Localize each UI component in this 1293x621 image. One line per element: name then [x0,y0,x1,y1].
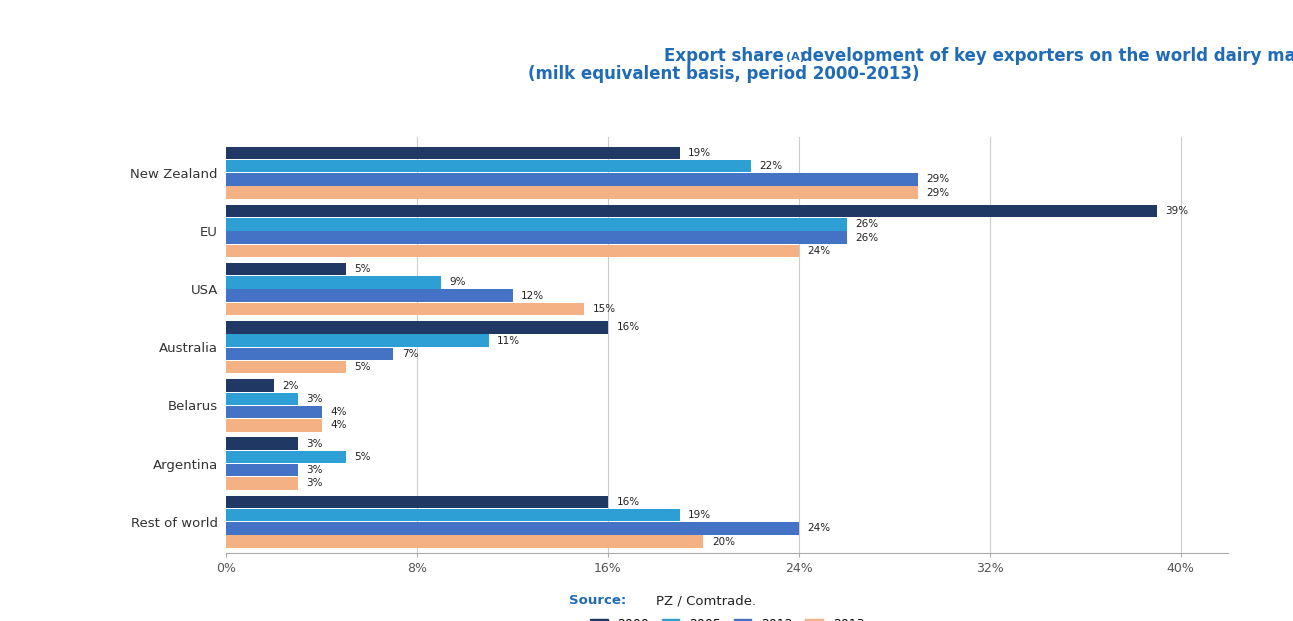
Bar [226,477,297,490]
Text: 4%: 4% [330,420,347,430]
Text: 39%: 39% [1165,206,1188,216]
Bar [226,334,489,347]
Text: (A): (A) [786,52,806,62]
Bar [226,392,297,405]
Bar [226,263,345,276]
Bar [226,361,345,373]
Bar [226,535,703,548]
Bar [226,276,441,289]
Text: 3%: 3% [306,478,323,489]
Bar [226,464,297,476]
Text: 22%: 22% [759,161,782,171]
Text: Export share: Export share [665,47,784,65]
Text: 20%: 20% [712,537,734,546]
Text: 16%: 16% [617,497,640,507]
Bar [226,231,847,244]
Text: 3%: 3% [306,438,323,449]
Text: 5%: 5% [354,362,370,372]
Bar [226,321,608,333]
Bar [226,245,799,257]
Text: 3%: 3% [306,465,323,475]
Legend: 2000, 2005, 2012, 2013: 2000, 2005, 2012, 2013 [584,613,870,621]
Bar [226,205,1157,217]
Text: 24%: 24% [807,524,830,533]
Text: 7%: 7% [402,349,418,359]
Text: 26%: 26% [855,232,878,243]
Bar [226,379,274,392]
Bar [226,406,322,419]
Text: 16%: 16% [617,322,640,332]
Text: 3%: 3% [306,394,323,404]
Bar [226,302,584,315]
Text: 26%: 26% [855,219,878,229]
Bar [226,522,799,535]
Bar [226,348,393,360]
Text: 24%: 24% [807,246,830,256]
Text: 19%: 19% [688,510,711,520]
Bar [226,289,512,302]
Bar [226,186,918,199]
Text: 9%: 9% [450,278,465,288]
Bar [226,509,680,522]
Text: (milk equivalent basis, period 2000-2013): (milk equivalent basis, period 2000-2013… [529,65,919,83]
Text: 19%: 19% [688,148,711,158]
Bar [226,173,918,186]
Text: 2%: 2% [282,381,299,391]
Text: 29%: 29% [927,188,949,197]
Text: 5%: 5% [354,264,370,274]
Text: PZ / Comtrade.: PZ / Comtrade. [656,594,755,607]
Bar [226,419,322,432]
Bar [226,160,751,173]
Text: 5%: 5% [354,452,370,462]
Text: 15%: 15% [592,304,615,314]
Text: 12%: 12% [521,291,544,301]
Bar [226,218,847,230]
Text: 4%: 4% [330,407,347,417]
Bar [226,147,680,159]
Bar [226,437,297,450]
Bar [226,451,345,463]
Text: Source:: Source: [569,594,626,607]
Text: 11%: 11% [497,335,520,346]
Text: 29%: 29% [927,175,949,184]
Bar [226,496,608,508]
Text: THE WORLD DAIRY SITUATION 2014: THE WORLD DAIRY SITUATION 2014 [467,17,826,35]
Text: development of key exporters on the world dairy market: development of key exporters on the worl… [795,47,1293,65]
